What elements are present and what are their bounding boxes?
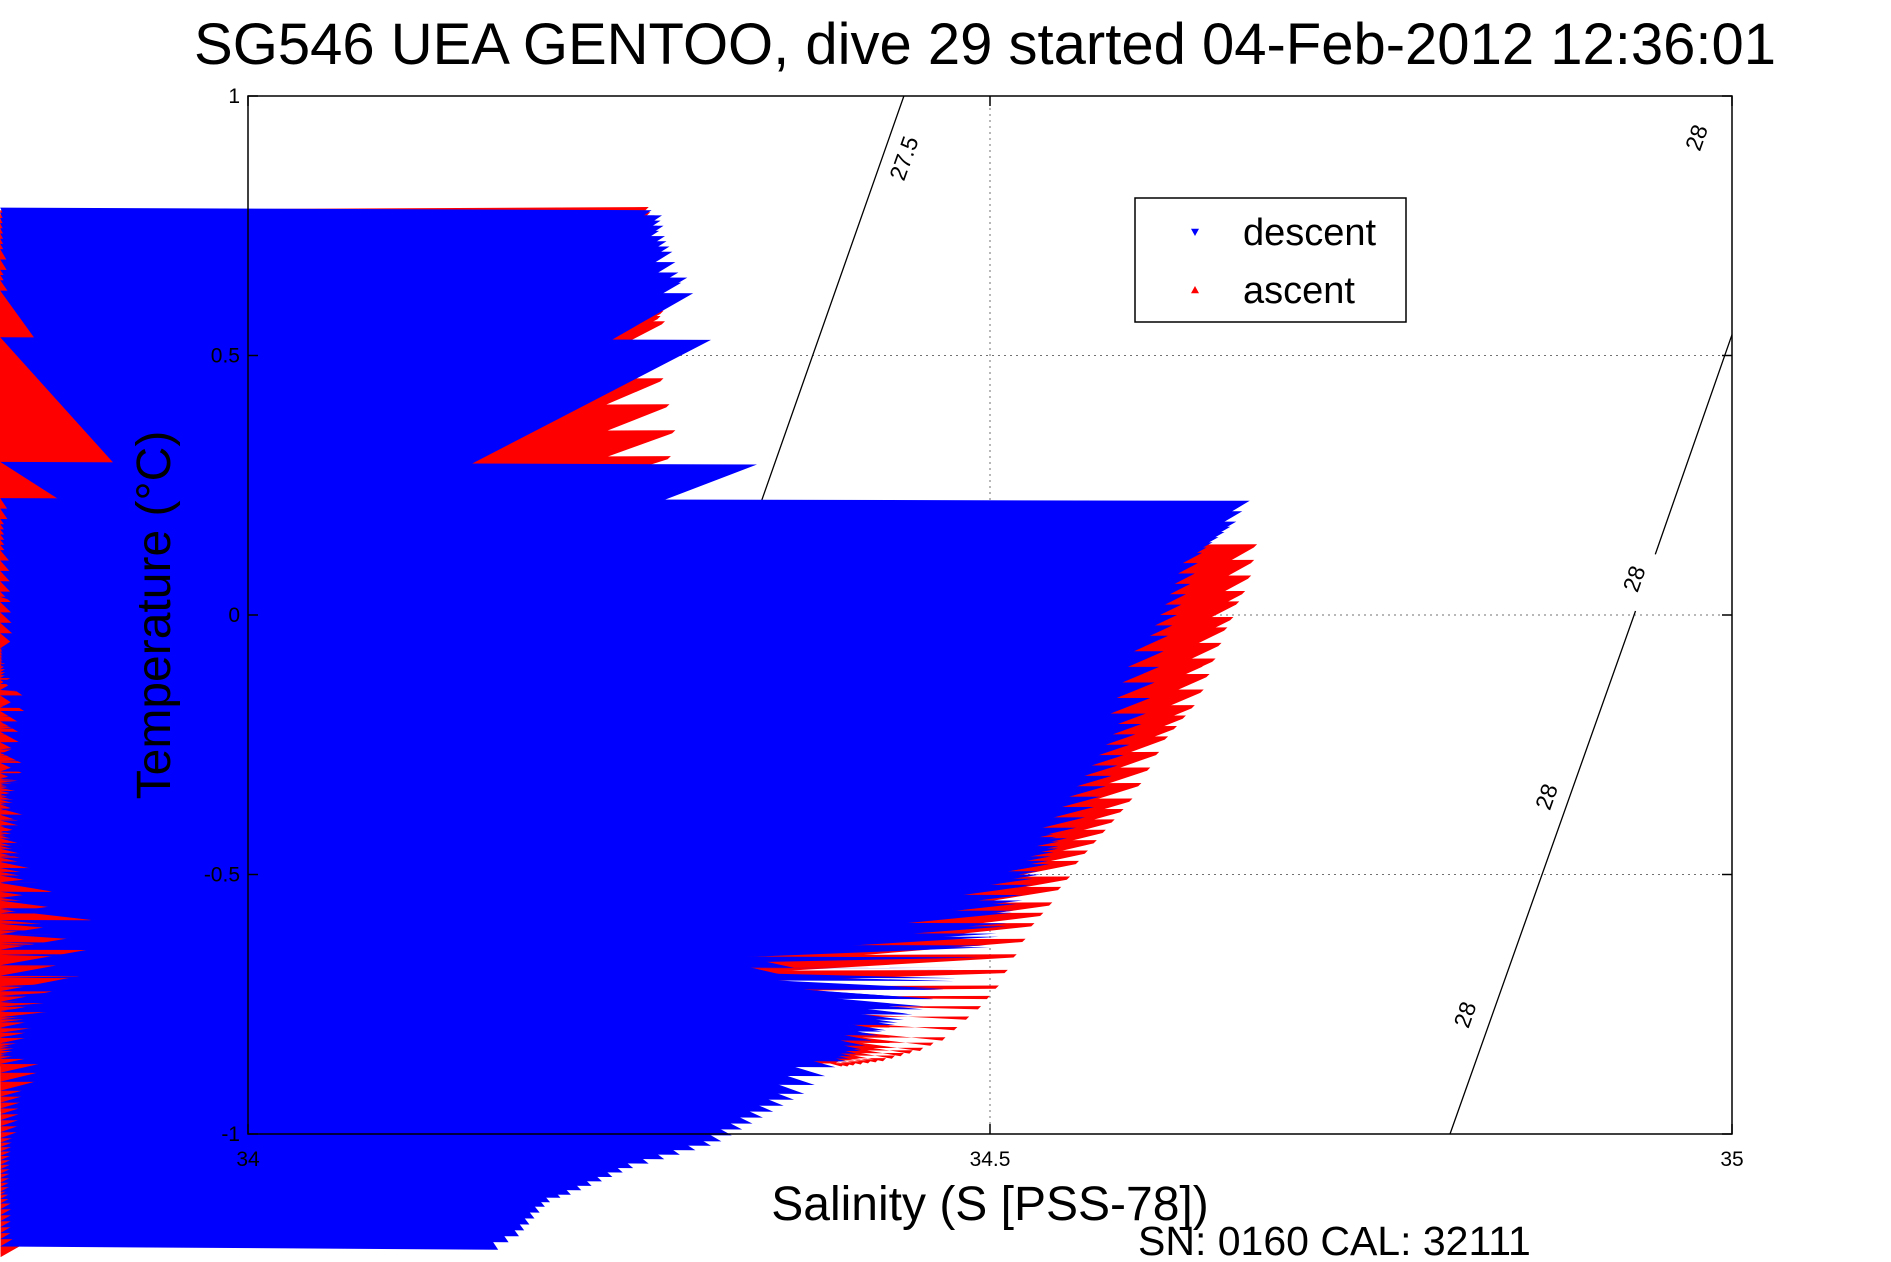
legend-box <box>1134 197 1407 323</box>
contour-label-gap <box>1610 545 1658 612</box>
legend-label-ascent: ascent <box>1243 270 1355 312</box>
point-descent-74 <box>0 965 970 970</box>
point-descent-118 <box>0 498 1250 1250</box>
point-descent-77 <box>0 934 999 999</box>
contour-line-28 <box>1449 334 1733 1135</box>
legend: descent ascent <box>1134 197 1407 323</box>
x-axis-label: Salinity (S [PSS-78]) <box>771 1178 1208 1231</box>
y-tick-label-0: -1 <box>221 1123 240 1146</box>
y-tick-label-4: 1 <box>228 85 240 108</box>
y-tick-label-1: -0.5 <box>204 864 240 887</box>
legend-label-descent: descent <box>1243 212 1377 254</box>
legend-items: descent ascent <box>1191 212 1377 312</box>
contour-label-gap <box>880 125 928 192</box>
point-descent-78 <box>0 923 1007 1007</box>
series-descent <box>0 207 1250 1250</box>
x-tick-label-1: 34.5 <box>970 1148 1011 1171</box>
chart-title: SG546 UEA GENTOO, dive 29 started 04-Feb… <box>194 12 1776 77</box>
point-descent-75 <box>0 954 982 982</box>
legend-marker-ascent <box>1191 286 1199 294</box>
contour-label-gap <box>1673 104 1720 171</box>
x-tick-label-2: 35 <box>1720 1148 1743 1171</box>
axis-ticks: 34 34.5 35 -1 -0.5 0 0.5 1 <box>204 85 1744 1171</box>
x-tick-label-0: 34 <box>236 1148 260 1171</box>
point-descent-80 <box>0 897 1023 1023</box>
serial-calibration-footer: SN: 0160 CAL: 32111 <box>1138 1218 1531 1262</box>
y-tick-label-3: 0.5 <box>211 345 240 368</box>
contour-label-gap <box>1441 981 1489 1048</box>
y-tick-label-2: 0 <box>228 604 240 627</box>
point-descent-79 <box>0 908 1014 1014</box>
y-axis-label: Temperature (°C) <box>128 431 181 800</box>
data-series <box>0 207 1258 1258</box>
contour-label-gap <box>1523 763 1570 830</box>
legend-marker-descent <box>1191 228 1199 236</box>
